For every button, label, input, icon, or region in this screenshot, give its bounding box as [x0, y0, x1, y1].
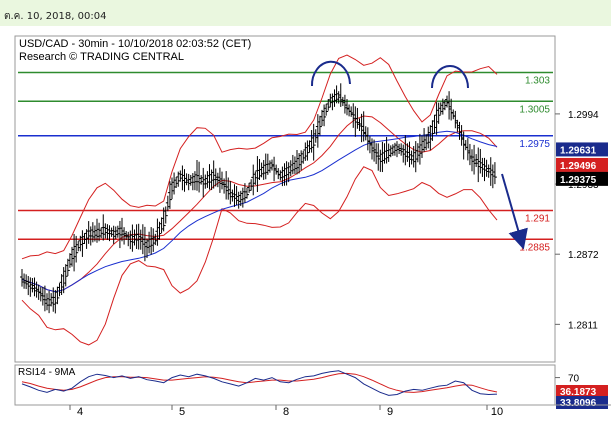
rsi-tag-label: 36.1873: [560, 387, 597, 398]
rsi-ma-line: [21, 372, 498, 393]
rsi-label: RSI14 - 9MA: [18, 367, 76, 378]
level-label: 1.2885: [519, 242, 550, 253]
y-tick-label: 1.2811: [568, 320, 598, 331]
price-tag-label: 1.29631: [560, 145, 597, 156]
price-tag-label: 1.29375: [560, 175, 597, 186]
x-tick-label: 5: [179, 406, 185, 418]
y-tick-label: 1.2872: [568, 250, 599, 261]
top-arc-left: [310, 60, 351, 87]
y-tick-label: 1.2994: [568, 110, 599, 121]
x-tick-label: 8: [283, 406, 289, 418]
price-tag-label: 1.29496: [560, 161, 597, 172]
chart-subtitle: Research © TRADING CENTRAL: [19, 51, 184, 63]
bollinger-upper: [21, 54, 498, 260]
x-tick-label: 4: [77, 406, 83, 418]
chart-title: USD/CAD - 30min - 10/10/2018 02:03:52 (C…: [19, 38, 251, 50]
price-tag: [556, 171, 608, 186]
price-tag: [556, 157, 608, 172]
rsi-tag: [556, 396, 608, 409]
price-axis: [555, 36, 611, 362]
x-tick-label: 10: [491, 406, 503, 418]
timestamp: ต.ค. 10, 2018, 00:04: [4, 11, 107, 22]
rsi-line: [21, 370, 498, 396]
timestamp-bar: ต.ค. 10, 2018, 00:04: [0, 0, 611, 26]
rsi-tag-label: 33.8096: [560, 398, 597, 409]
level-label: 1.291: [525, 214, 550, 225]
price-panel: [14, 35, 556, 363]
rsi-panel: [14, 364, 556, 406]
bollinger-lower: [21, 166, 498, 346]
top-arc-right: [431, 65, 469, 89]
rsi-tag: [556, 385, 608, 398]
level-label: 1.2975: [519, 139, 550, 150]
moving-average: [21, 130, 498, 293]
price-tag: [556, 142, 608, 157]
level-label: 1.3005: [519, 104, 550, 115]
x-tick-label: 9: [387, 406, 393, 418]
target-arrow: [501, 173, 528, 250]
rsi-tick-label: 70: [568, 374, 580, 385]
level-label: 1.303: [525, 76, 550, 87]
